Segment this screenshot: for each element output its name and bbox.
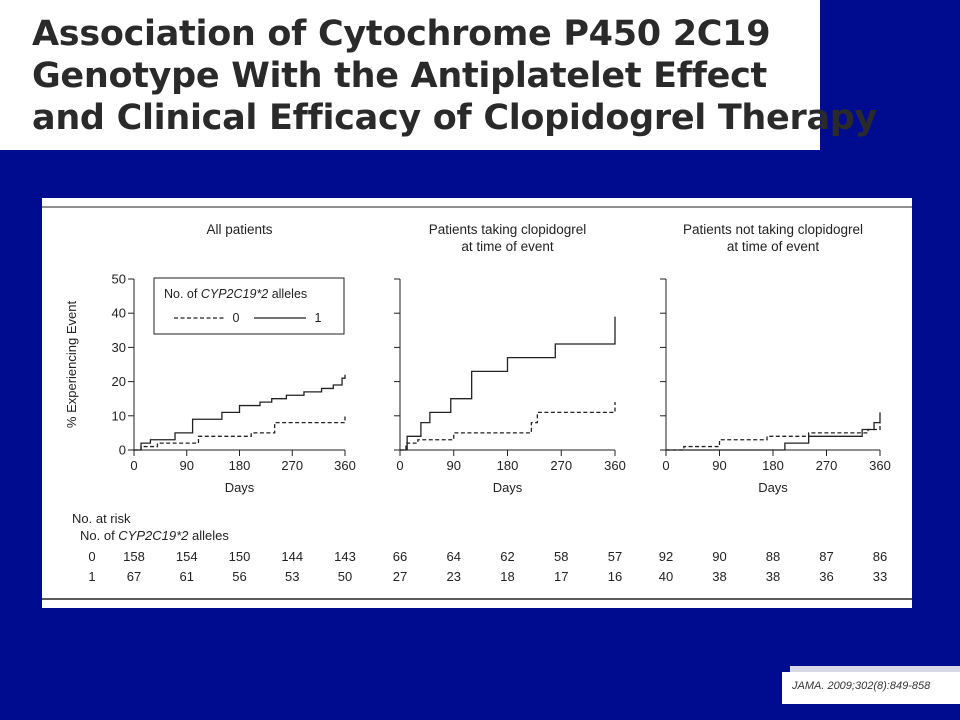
risk-table-heading: No. at risk <box>72 511 131 526</box>
panel-3-series-1-line <box>666 412 881 451</box>
panel-1-x-tick-label: 270 <box>281 458 303 473</box>
figure-panel: All patients 0 10 20 30 40 50 0 90 180 270 360 Days%… <box>42 198 912 608</box>
panel-2-x-tick-label: 90 <box>447 458 461 473</box>
panel-3-x-tick-label: 360 <box>869 458 891 473</box>
risk-value: 40 <box>659 569 673 584</box>
risk-value: 143 <box>334 549 356 564</box>
panel-2-series-1-line <box>400 316 616 451</box>
risk-value: 61 <box>180 569 194 584</box>
legend-label-1: 1 <box>315 311 322 325</box>
risk-value: 92 <box>659 549 673 564</box>
risk-value: 23 <box>447 569 461 584</box>
risk-value: 33 <box>873 569 887 584</box>
risk-value: 38 <box>712 569 726 584</box>
citation-text: JAMA. 2009;302(8):849-858 <box>792 680 931 692</box>
risk-value: 150 <box>229 549 251 564</box>
panel-1-x-tick-label: 360 <box>334 458 356 473</box>
panel-3-x-tick-label: 270 <box>816 458 838 473</box>
panel-2-title-line-2: at time of event <box>461 239 554 254</box>
y-tick-label: 30 <box>112 340 126 355</box>
panel-2-x-tick-label: 360 <box>604 458 626 473</box>
panel-3-x-tick-label: 90 <box>712 458 726 473</box>
panel-2-x-tick-label: 0 <box>396 458 403 473</box>
panel-1-x-axis-label: Days <box>225 480 255 495</box>
risk-value: 57 <box>608 549 622 564</box>
panel-3-title-line-2: at time of event <box>727 239 820 254</box>
y-tick-label: 0 <box>119 443 126 458</box>
panel-1-x-tick-label: 180 <box>229 458 251 473</box>
citation-strip <box>790 666 960 672</box>
risk-value: 50 <box>338 569 352 584</box>
risk-value: 67 <box>127 569 141 584</box>
risk-value: 90 <box>712 549 726 564</box>
panel-3-x-tick-label: 0 <box>662 458 669 473</box>
risk-value: 16 <box>608 569 622 584</box>
panel-1-x-tick-label: 0 <box>130 458 137 473</box>
risk-value: 56 <box>232 569 246 584</box>
citation-box: JAMA. 2009;302(8):849-858 <box>782 672 960 704</box>
panel-1-title-line-1: All patients <box>206 222 272 237</box>
panel-2-x-tick-label: 180 <box>497 458 519 473</box>
risk-value: 36 <box>819 569 833 584</box>
panel-3-title-line-1: Patients not taking clopidogrel <box>683 222 863 237</box>
panel-1-x-tick-label: 90 <box>180 458 194 473</box>
panel-1-series-0-line <box>134 415 346 451</box>
risk-value: 158 <box>123 549 145 564</box>
legend-box <box>153 277 345 335</box>
y-axis-label: % Experiencing Event <box>64 301 79 429</box>
slide-title-line-1: Association of Cytochrome P450 2C19 <box>32 14 771 54</box>
panel-2-series-0-line <box>400 402 616 451</box>
legend-label-0: 0 <box>233 311 240 325</box>
risk-value: 86 <box>873 549 887 564</box>
risk-value: 38 <box>766 569 780 584</box>
risk-value: 62 <box>500 549 514 564</box>
panel-1-series-1-line <box>134 374 346 451</box>
risk-table-subheading: No. of CYP2C19*2 alleles <box>80 528 229 543</box>
panel-3-x-axis-label: Days <box>758 480 788 495</box>
y-tick-label: 40 <box>112 306 126 321</box>
risk-value: 144 <box>281 549 303 564</box>
y-tick-label: 50 <box>112 272 126 287</box>
panel-2-title-line-1: Patients taking clopidogrel <box>429 222 587 237</box>
y-tick-label: 20 <box>112 374 126 389</box>
slide-title-line-3: and Clinical Efficacy of Clopidogrel The… <box>32 98 878 138</box>
risk-value: 66 <box>393 549 407 564</box>
risk-value: 87 <box>819 549 833 564</box>
panel-3-x-tick-label: 180 <box>762 458 784 473</box>
panel-2-x-tick-label: 270 <box>550 458 572 473</box>
y-tick-label: 10 <box>112 408 126 423</box>
risk-value: 58 <box>554 549 568 564</box>
risk-value: 18 <box>500 569 514 584</box>
risk-value: 154 <box>176 549 198 564</box>
legend-title: No. of CYP2C19*2 alleles <box>164 287 307 301</box>
slide-title-line-2: Genotype With the Antiplatelet Effect <box>32 56 767 96</box>
panel-2-x-axis-label: Days <box>493 480 523 495</box>
risk-value: 17 <box>554 569 568 584</box>
risk-value: 27 <box>393 569 407 584</box>
risk-value: 53 <box>285 569 299 584</box>
risk-row-label-1: 1 <box>88 569 95 584</box>
risk-value: 64 <box>447 549 461 564</box>
risk-value: 88 <box>766 549 780 564</box>
title-box: Association of Cytochrome P450 2C19 Geno… <box>0 0 877 150</box>
risk-row-label-0: 0 <box>88 549 95 564</box>
